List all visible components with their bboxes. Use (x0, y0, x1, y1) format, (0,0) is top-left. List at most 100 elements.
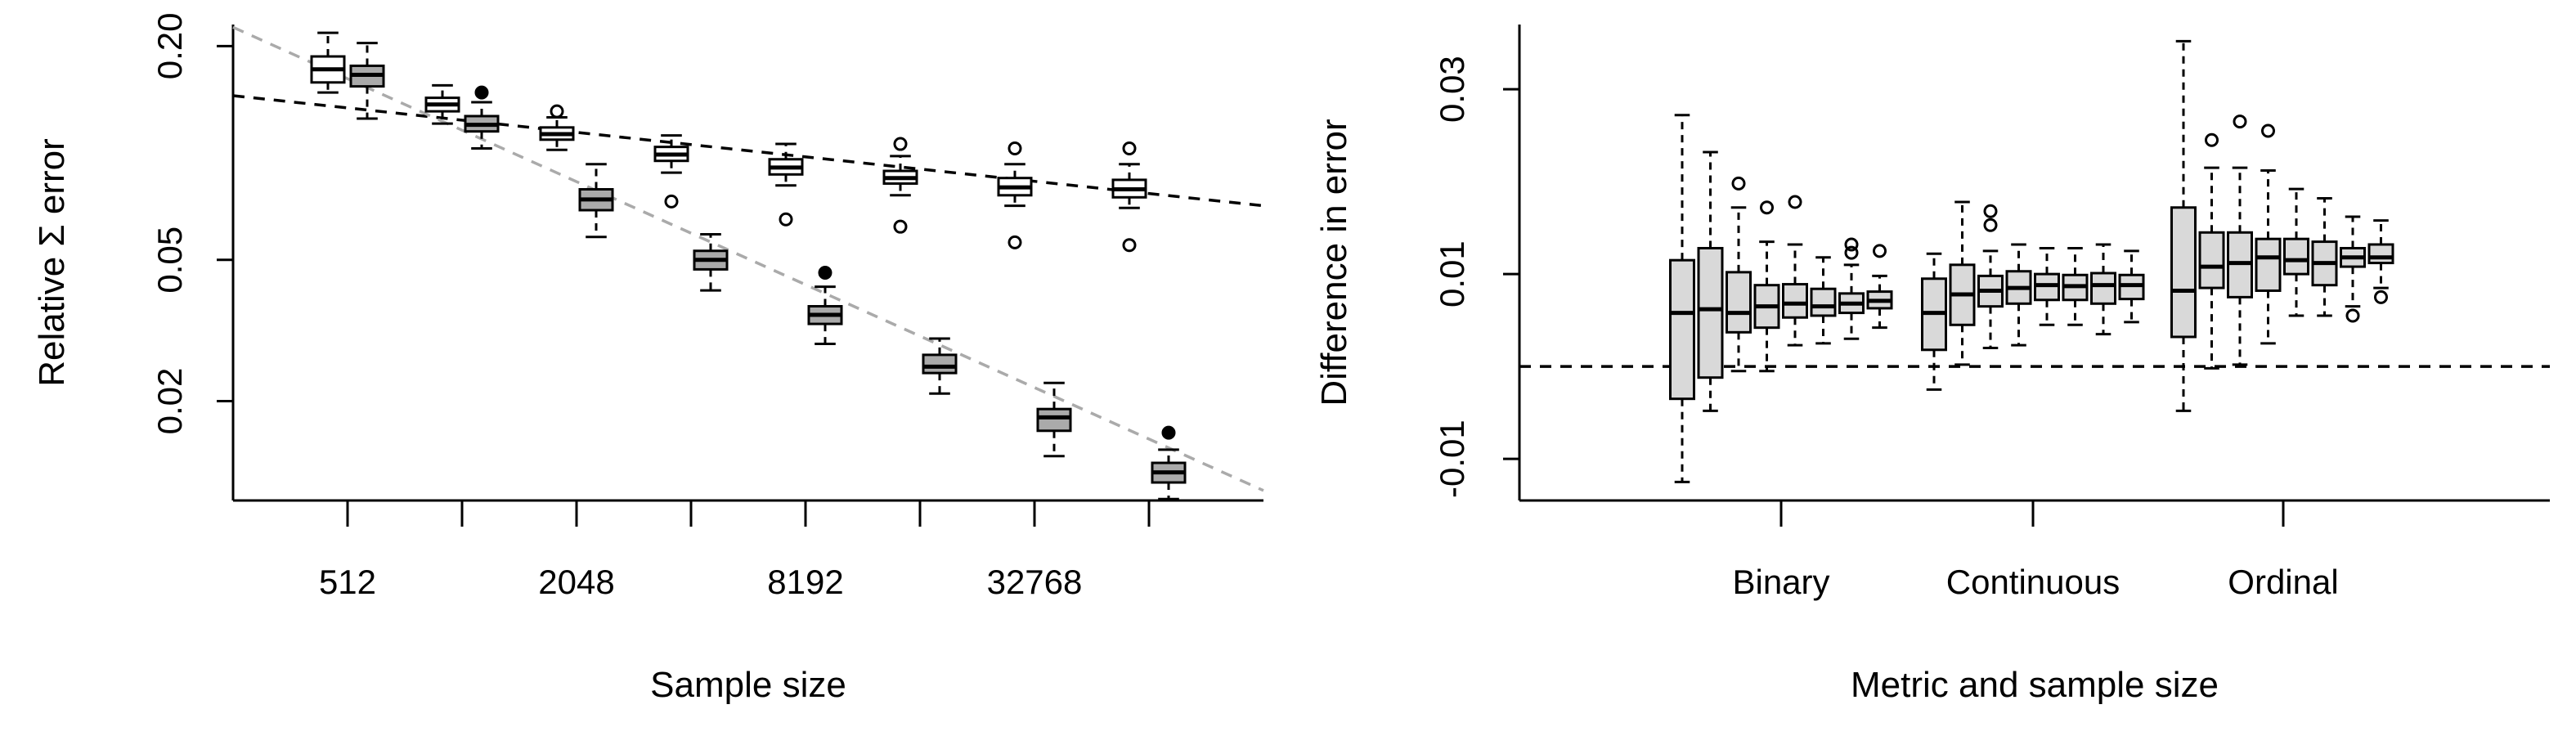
box-s0-3-outlier-0 (664, 194, 679, 209)
box-ordinal-1-iqr (2198, 231, 2225, 289)
right-x-axis-title: Metric and sample size (1851, 665, 2219, 705)
box-s1-5 (922, 337, 958, 395)
box-binary-2 (1726, 176, 1752, 373)
box-ordinal-0 (2170, 39, 2197, 412)
right-panel: -0.01 0.01 0.03 Binary Continuous Ordinal Di… (1314, 25, 2550, 705)
box-ordinal-4 (2283, 187, 2309, 317)
box-continuous-3 (2005, 243, 2032, 347)
box-s0-1 (424, 83, 460, 125)
box-binary-7 (1866, 244, 1893, 330)
box-binary-0 (1669, 114, 1695, 483)
box-s0-7-outlier-0 (1122, 141, 1137, 155)
right-y-tick-label: 0.03 (1433, 56, 1471, 123)
box-ordinal-3-iqr (2255, 237, 2282, 292)
box-ordinal-3 (2255, 123, 2282, 345)
box-s0-0 (310, 31, 346, 94)
box-ordinal-7 (2367, 219, 2394, 304)
box-continuous-2 (1977, 204, 2004, 350)
box-s0-3 (653, 134, 689, 209)
box-s0-4-outlier-0 (779, 212, 793, 227)
box-continuous-7 (2118, 249, 2145, 324)
box-binary-3 (1753, 200, 1780, 373)
left-x-axis-title: Sample size (650, 665, 846, 705)
box-binary-6 (1838, 237, 1865, 340)
right-y-tick-label: 0.01 (1433, 240, 1471, 307)
left-y-tick-label: 0.20 (150, 12, 189, 79)
box-ordinal-7-iqr (2367, 243, 2394, 265)
box-binary-0-iqr (1669, 258, 1695, 401)
box-ordinal-5 (2311, 196, 2338, 317)
box-s1-6 (1036, 381, 1072, 458)
box-s1-7 (1151, 425, 1187, 500)
left-x-tick-label: 512 (319, 563, 376, 601)
left-y-axis-title: Relative Σ error (32, 138, 72, 387)
right-x-tick-label-ordinal: Ordinal (2228, 563, 2338, 601)
box-ordinal-2 (2227, 114, 2253, 366)
box-s0-5 (882, 137, 918, 234)
box-continuous-5 (2062, 246, 2089, 326)
box-binary-5-iqr (1810, 287, 1837, 317)
box-s0-6-outlier-0 (1008, 141, 1022, 155)
box-continuous-2-outlier-0 (1983, 218, 1998, 232)
box-s1-6-iqr (1036, 407, 1072, 433)
box-s0-2 (539, 104, 575, 151)
box-continuous-6 (2090, 243, 2116, 336)
box-continuous-2-outlier-1 (1983, 204, 1998, 218)
box-s0-5-outlier-0 (893, 137, 908, 151)
box-ordinal-1-outlier-0 (2205, 132, 2219, 147)
box-binary-4-outlier-0 (1788, 195, 1802, 209)
box-s1-2 (578, 163, 614, 239)
box-s1-1-outlier-0 (474, 85, 489, 100)
left-x-tick-label: 8192 (767, 563, 843, 601)
box-s0-5-outlier-1 (893, 219, 908, 234)
box-ordinal-0-iqr (2170, 206, 2197, 339)
box-binary-5 (1810, 256, 1837, 345)
box-continuous-1 (1949, 200, 1976, 366)
right-x-tick-label-binary: Binary (1732, 563, 1829, 601)
left-x-tick-label: 32768 (987, 563, 1083, 601)
left-y-tick-label: 0.05 (150, 227, 189, 294)
box-s1-4-outlier-0 (818, 265, 832, 280)
box-binary-2-outlier-0 (1731, 176, 1746, 191)
box-s1-7-outlier-0 (1161, 425, 1176, 440)
box-binary-4-iqr (1782, 283, 1808, 319)
box-s1-3 (693, 233, 729, 292)
box-binary-4 (1782, 195, 1808, 347)
box-s1-4 (807, 265, 843, 345)
box-ordinal-3-outlier-0 (2261, 123, 2275, 138)
box-ordinal-6-outlier-0 (2345, 308, 2360, 323)
box-s1-5-iqr (922, 353, 958, 375)
box-binary-7-outlier-0 (1873, 244, 1887, 258)
right-y-tick-label: -0.01 (1433, 420, 1471, 498)
trend-line-0 (232, 94, 1264, 208)
box-binary-6-outlier-1 (1844, 237, 1859, 252)
left-x-tick-label: 2048 (538, 563, 614, 601)
box-s1-1 (464, 85, 500, 150)
box-ordinal-6 (2340, 215, 2366, 323)
box-s0-4 (768, 142, 804, 227)
right-x-tick-label-continuous: Continuous (1946, 563, 2120, 601)
box-binary-1 (1697, 150, 1724, 412)
box-s0-7 (1111, 141, 1147, 253)
box-binary-1-iqr (1697, 246, 1724, 379)
box-s0-2-outlier-0 (550, 104, 564, 119)
box-binary-2-iqr (1726, 271, 1752, 334)
box-binary-6-outlier-0 (1844, 245, 1859, 260)
box-s0-6-outlier-1 (1008, 235, 1022, 249)
box-ordinal-2-outlier-0 (2233, 114, 2247, 129)
box-continuous-0 (1921, 252, 1947, 391)
left-panel: 0.02 0.05 0.20 512 2048 8192 32768 Relative Σ… (32, 12, 1264, 705)
box-ordinal-4-iqr (2283, 237, 2309, 276)
trend-line-1 (232, 25, 1264, 492)
box-s0-6 (997, 141, 1033, 249)
box-s0-7-outlier-1 (1122, 238, 1137, 253)
box-continuous-6-iqr (2090, 272, 2116, 305)
box-ordinal-7-outlier-0 (2374, 289, 2388, 304)
box-s1-0 (349, 42, 385, 120)
left-y-tick-label: 0.02 (150, 368, 189, 435)
box-ordinal-1 (2198, 132, 2225, 370)
box-binary-3-outlier-0 (1760, 200, 1774, 215)
box-continuous-4 (2034, 246, 2060, 326)
right-y-axis-title: Difference in error (1314, 119, 1354, 406)
